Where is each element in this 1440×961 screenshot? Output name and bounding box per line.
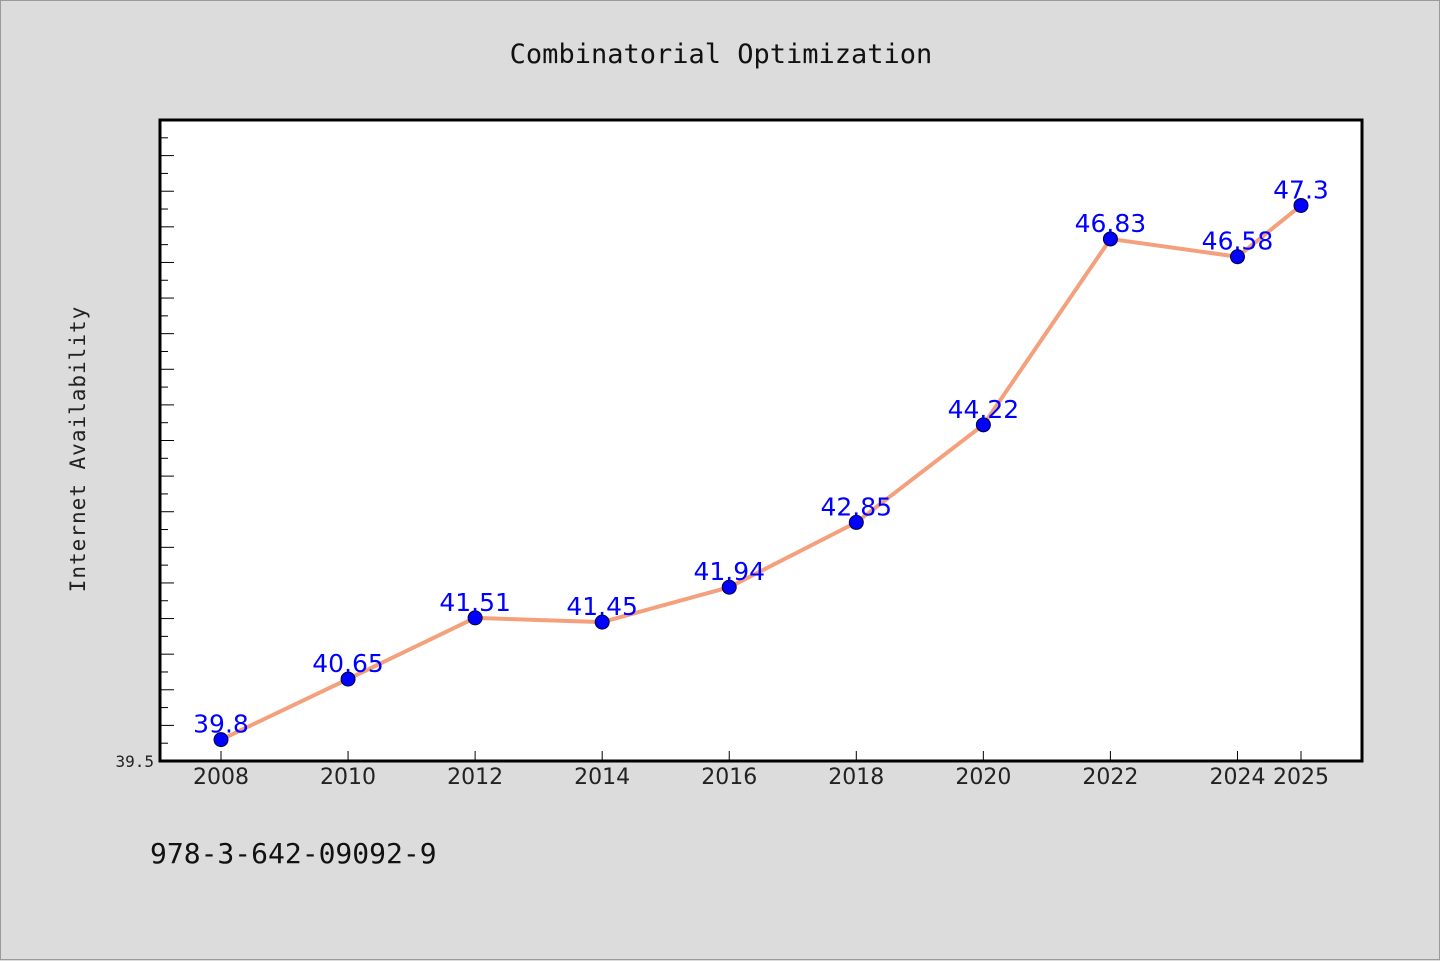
x-tick-label: 2018	[828, 765, 884, 790]
series-line	[220, 203, 1303, 742]
data-labels: 39.8 40.65 41.51 41.45 41.94 42.85 44.22 46.83 4…	[193, 175, 1329, 738]
x-tick-label: 2025	[1273, 765, 1329, 790]
data-point	[1293, 197, 1309, 213]
plot-area	[158, 118, 1364, 763]
x-tick-label: 2016	[701, 765, 757, 790]
data-point	[340, 671, 356, 687]
x-axis-ticks: 2008 2010 2012 2014 2016 2018 2020 2022 2024 2025	[193, 751, 1329, 790]
data-point	[721, 579, 737, 595]
y-axis-minor-ticks	[160, 137, 174, 762]
data-point	[213, 732, 229, 748]
data-point	[1102, 231, 1118, 247]
data-point	[467, 610, 483, 626]
data-label: 44.22	[948, 395, 1020, 424]
y-tick-label: 39.5	[115, 752, 154, 771]
x-tick-label: 2014	[574, 765, 630, 790]
data-label: 41.51	[439, 588, 511, 617]
x-tick-label: 2022	[1082, 765, 1138, 790]
x-tick-label: 2020	[955, 765, 1011, 790]
x-tick-label: 2008	[193, 765, 249, 790]
data-markers	[213, 197, 1309, 748]
data-point	[594, 614, 610, 630]
y-axis-label: Internet Availability	[66, 306, 90, 593]
data-label: 47.3	[1273, 175, 1329, 204]
x-tick-label: 2012	[447, 765, 503, 790]
data-label: 40.65	[312, 649, 384, 678]
isbn-footer: 978-3-642-09092-9	[150, 837, 437, 870]
series-line-group	[220, 203, 1303, 742]
data-point	[975, 417, 991, 433]
data-label: 41.45	[566, 592, 638, 621]
data-label: 46.58	[1202, 227, 1274, 256]
data-point	[848, 514, 864, 530]
data-point	[1229, 249, 1245, 265]
x-tick-label: 2024	[1209, 765, 1265, 790]
data-label: 39.8	[193, 710, 249, 739]
data-label: 42.85	[821, 492, 893, 521]
x-tick-label: 2010	[320, 765, 376, 790]
data-label: 46.83	[1075, 209, 1147, 238]
chart-title: Combinatorial Optimization	[510, 39, 933, 70]
data-label: 41.94	[693, 557, 765, 586]
